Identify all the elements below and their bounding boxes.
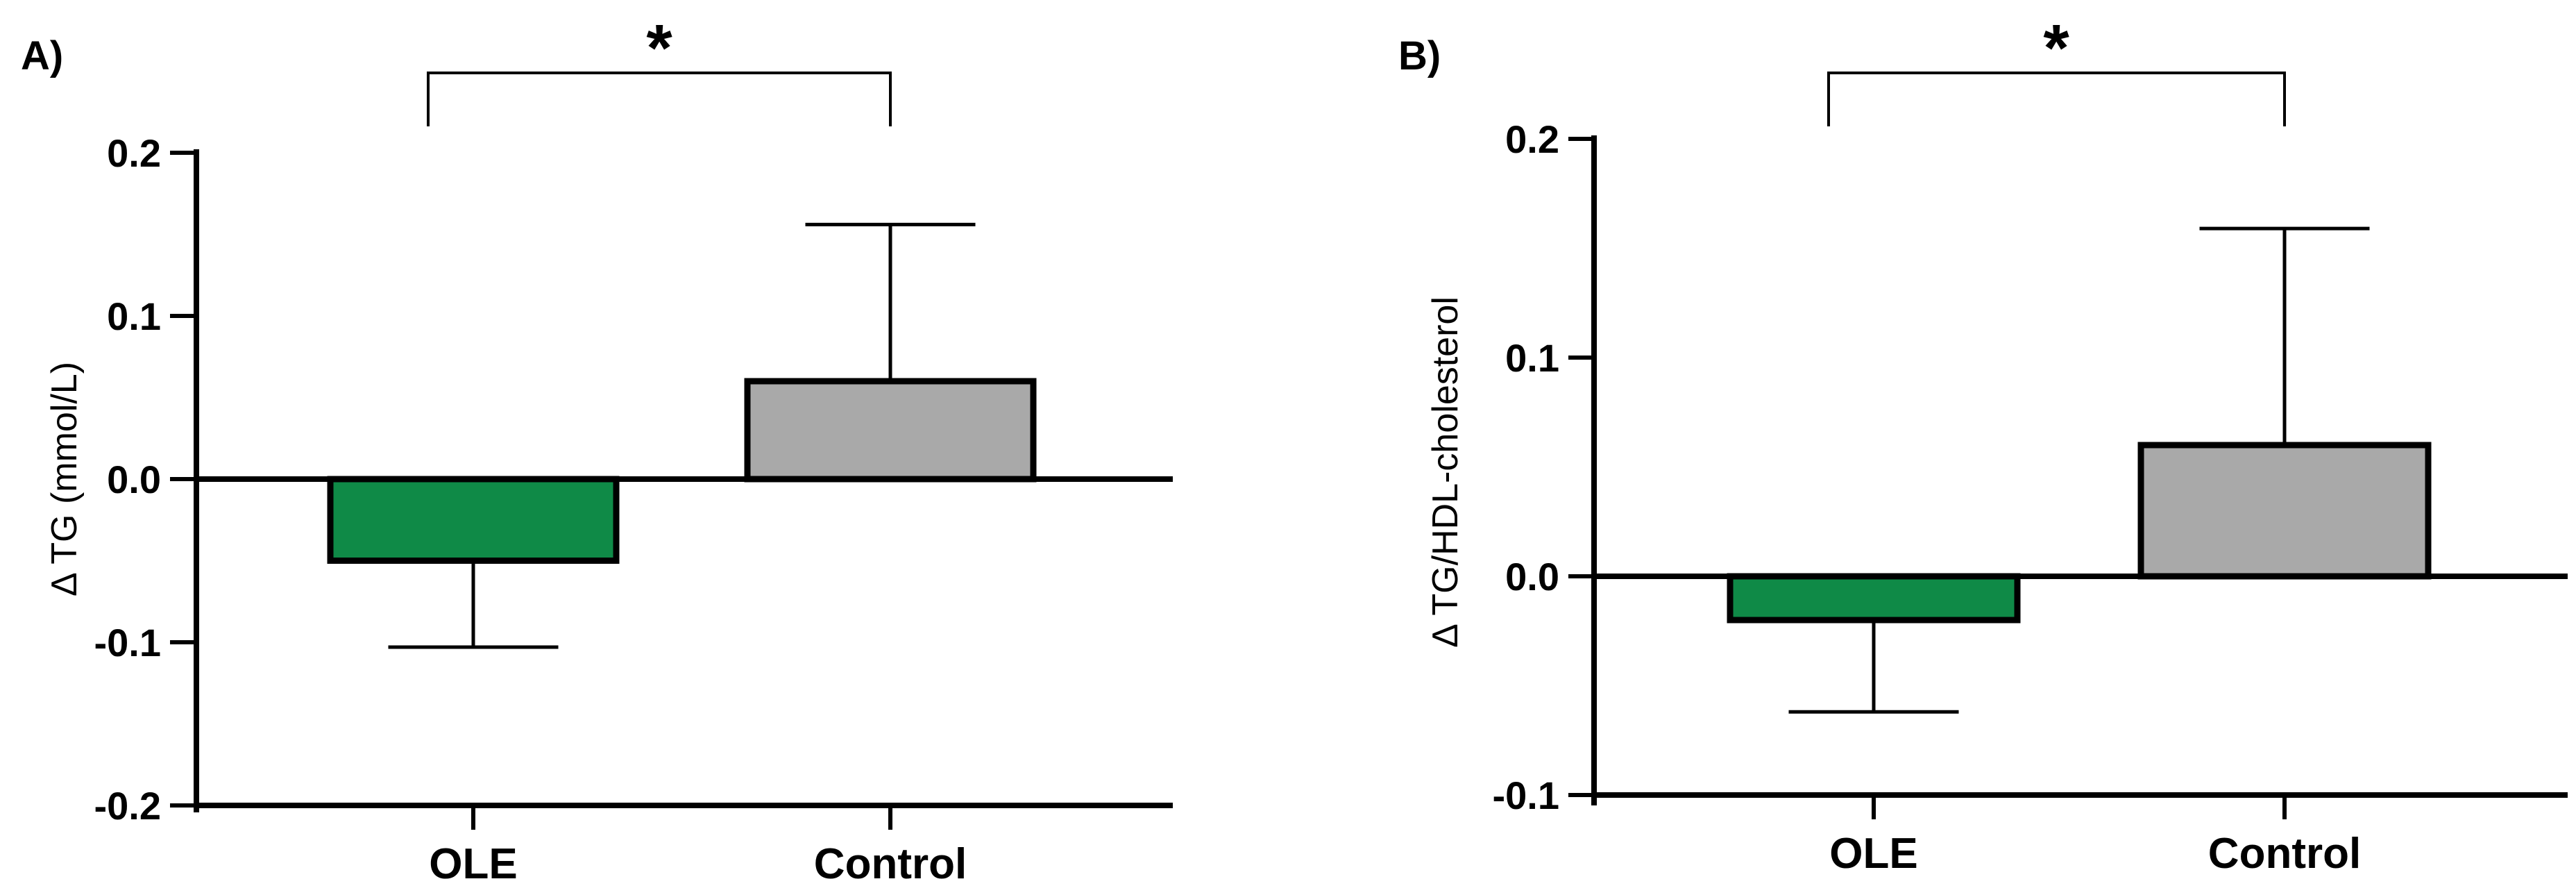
panel-b-bar-control <box>2137 442 2432 580</box>
panel-a-ytick-label: -0.1 <box>94 621 162 664</box>
panel-b-y-axis-label: Δ TG/HDL-cholesterol <box>1425 296 1466 648</box>
panel-a-y-ticks: 0.2 0.1 0.0 -0.1 -0.2 <box>94 131 196 828</box>
panel-b-significance-marker: * <box>2043 11 2069 85</box>
panel-b-category-label: Control <box>2208 830 2361 878</box>
panel-a-bar-control <box>744 378 1037 483</box>
panel-a-bracket-line <box>427 72 892 126</box>
panel-a-ytick-label: 0.1 <box>107 294 161 338</box>
panel-a-category-label: Control <box>814 840 967 888</box>
panel-b: B) Δ TG/HDL-cholesterol 0.2 0.1 0.0 -0.1… <box>1398 11 2568 878</box>
panel-b-bracket-line <box>1827 72 2286 126</box>
panel-a: A) Δ TG (mmol/L) 0.2 0.1 0.0 -0.1 -0.2 O… <box>21 11 1173 888</box>
panel-a-significance-bracket: * <box>427 11 892 126</box>
panel-a-ytick-label: 0.0 <box>107 458 161 501</box>
panel-a-y-axis-label: Δ TG (mmol/L) <box>44 362 85 596</box>
panel-b-bar-ole <box>1727 573 2021 624</box>
panel-b-y-ticks: 0.2 0.1 0.0 -0.1 <box>1493 117 1594 817</box>
panel-a-category-label: OLE <box>429 840 517 888</box>
panel-b-x-ticks: OLE Control <box>1829 795 2361 878</box>
panel-b-significance-bracket: * <box>1827 11 2286 126</box>
panel-a-x-ticks: OLE Control <box>429 805 967 888</box>
panel-b-ytick-label: 0.2 <box>1505 117 1559 161</box>
panel-b-category-label: OLE <box>1829 830 1917 878</box>
panel-a-significance-marker: * <box>646 11 672 85</box>
panel-b-ytick-label: 0.0 <box>1505 555 1559 599</box>
panel-a-bar-ole <box>327 476 620 564</box>
panel-a-label: A) <box>21 33 63 78</box>
panel-b-ytick-label: 0.1 <box>1505 336 1559 380</box>
panel-b-label: B) <box>1398 33 1441 78</box>
panel-a-ytick-label: -0.2 <box>94 784 162 828</box>
panel-b-ytick-label: -0.1 <box>1493 773 1560 817</box>
panel-b-marks <box>1727 226 2432 714</box>
panel-a-ytick-label: 0.2 <box>107 131 161 175</box>
